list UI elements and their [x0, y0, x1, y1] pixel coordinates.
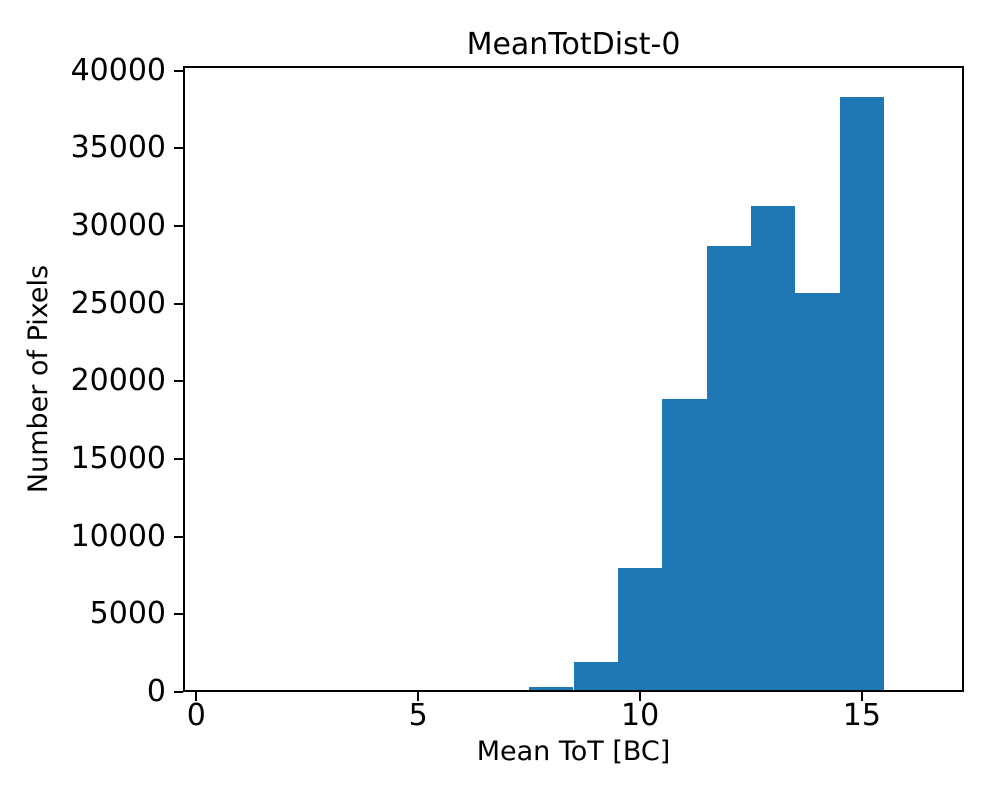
y-tick-label: 40000: [70, 52, 166, 88]
x-tick-label: 5: [408, 698, 428, 733]
histogram-bar: [839, 97, 885, 692]
x-tick-mark: [639, 692, 642, 701]
x-tick-mark: [860, 692, 863, 701]
y-tick-mark: [174, 691, 183, 693]
y-tick-label: 25000: [70, 285, 166, 321]
y-tick-label: 10000: [70, 518, 166, 554]
y-tick-label: 0: [146, 674, 166, 709]
y-tick-mark: [174, 302, 183, 305]
y-tick-label: 20000: [70, 363, 166, 399]
histogram-bar: [529, 687, 574, 692]
histogram-bar: [617, 568, 663, 692]
histogram-bar: [751, 205, 796, 692]
x-tick-label: 10: [621, 698, 660, 733]
y-tick-mark: [174, 225, 183, 227]
y-tick-label: 30000: [70, 208, 166, 243]
x-axis-label: Mean ToT [BC]: [476, 736, 671, 767]
histogram-bar: [484, 690, 530, 692]
y-tick-mark: [174, 147, 183, 150]
histogram-bar: [573, 662, 618, 692]
y-tick-label: 5000: [89, 596, 166, 632]
histogram-bar: [795, 293, 840, 692]
x-tick-mark: [195, 692, 198, 701]
y-tick-mark: [174, 613, 183, 616]
y-tick-label: 15000: [70, 441, 166, 476]
y-tick-label: 35000: [70, 130, 166, 166]
histogram-bar: [662, 399, 707, 692]
histogram-bar: [706, 245, 751, 692]
y-tick-mark: [174, 458, 183, 460]
y-tick-mark: [174, 69, 183, 72]
x-tick-mark: [417, 692, 420, 701]
chart-title: MeanTotDist-0: [466, 27, 681, 62]
plot-area: [183, 66, 964, 692]
y-tick-mark: [174, 380, 183, 383]
x-tick-label: 0: [186, 698, 206, 733]
x-tick-label: 15: [842, 698, 881, 733]
y-tick-mark: [174, 535, 183, 538]
